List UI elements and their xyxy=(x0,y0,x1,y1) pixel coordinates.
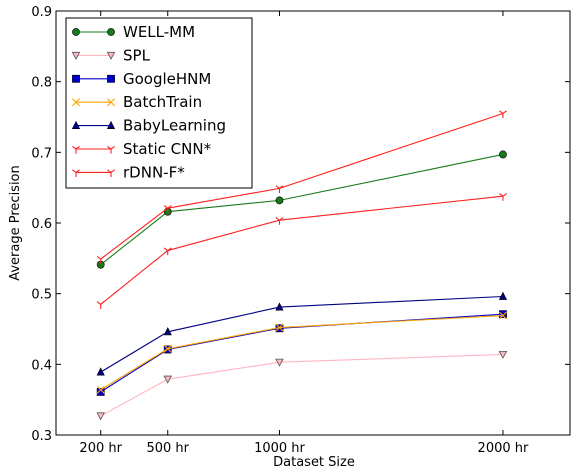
legend-marker xyxy=(71,51,81,60)
legend-item: SPL xyxy=(71,46,151,64)
axes: 0.3 0.4 0.5 0.6 0.7 0.8 0.9 200 hr 500 hr 1000 hr… xyxy=(31,5,571,456)
series-batchtrain xyxy=(96,311,507,394)
data-point xyxy=(163,344,172,353)
legend-label: Static CNN* xyxy=(123,140,212,158)
data-point xyxy=(498,291,508,300)
legend-label: BabyLearning xyxy=(123,117,226,135)
data-point xyxy=(275,323,284,332)
x-tick-label: 500 hr xyxy=(146,441,189,456)
data-point xyxy=(96,367,105,376)
legend-item: BabyLearning xyxy=(71,117,226,135)
legend-item: GoogleHNM xyxy=(72,70,211,88)
y-tick-label: 0.3 xyxy=(31,429,52,444)
data-point xyxy=(275,217,284,225)
data-point xyxy=(275,185,284,193)
series-line xyxy=(100,195,504,305)
legend-label: BatchTrain xyxy=(123,93,202,111)
series-line xyxy=(100,153,504,266)
legend-label: rDNN-F* xyxy=(123,163,185,181)
y-tick-label: 0.6 xyxy=(31,217,52,232)
data-point xyxy=(275,358,284,367)
y-tick-label: 0.4 xyxy=(31,358,52,373)
legend-item: rDNN-F* xyxy=(72,163,185,181)
legend-marker xyxy=(107,28,115,36)
data-point xyxy=(498,350,508,359)
legend-label: WELL-MM xyxy=(123,23,195,41)
x-tick-label: 200 hr xyxy=(79,441,122,456)
data-point xyxy=(499,193,507,201)
data-point xyxy=(499,150,507,159)
legend-item: WELL-MM xyxy=(72,23,195,41)
legend-marker xyxy=(107,169,115,177)
data-point xyxy=(163,375,173,384)
series-rdnn-f xyxy=(96,193,507,309)
legend-item: Static CNN* xyxy=(72,140,212,158)
series-babylearning xyxy=(96,291,508,376)
legend-marker xyxy=(72,169,80,177)
data-point xyxy=(163,247,172,256)
y-tick-label: 0.7 xyxy=(31,146,52,161)
data-point xyxy=(96,385,105,394)
data-point xyxy=(499,310,507,319)
legend-marker xyxy=(72,74,80,83)
legend-marker xyxy=(71,120,81,129)
legend-marker xyxy=(72,145,80,154)
y-tick-label: 0.8 xyxy=(31,76,52,91)
x-tick-label: 1000 hr xyxy=(254,441,305,456)
x-tick-label: 2000 hr xyxy=(478,441,529,456)
data-point xyxy=(96,301,105,309)
series-line xyxy=(100,353,503,417)
data-point xyxy=(275,302,284,311)
data-point xyxy=(96,255,105,264)
series-static-cnn xyxy=(96,110,507,264)
data-point xyxy=(96,387,105,396)
legend-item: BatchTrain xyxy=(72,93,202,111)
data-point xyxy=(163,205,172,213)
y-axis-title: Average Precision xyxy=(8,165,23,281)
legend-marker xyxy=(107,98,115,107)
legend-marker xyxy=(107,145,115,154)
legend-marker xyxy=(72,28,80,36)
y-tick-label: 0.9 xyxy=(31,5,52,20)
legend-marker xyxy=(107,74,115,83)
series-spl xyxy=(96,350,508,421)
series-line xyxy=(100,315,503,391)
legend-label: SPL xyxy=(123,46,151,64)
legend-label: GoogleHNM xyxy=(123,70,211,88)
legend: WELL-MM SPL GoogleHNM BatchTrain BabyLearnin… xyxy=(65,17,253,189)
legend-marker xyxy=(72,98,80,107)
series-line xyxy=(100,295,503,373)
series-line xyxy=(100,112,504,260)
series-group xyxy=(96,110,508,421)
data-point xyxy=(275,196,284,205)
series-googlehnm xyxy=(96,310,507,396)
legend-marker xyxy=(106,51,116,60)
data-point xyxy=(499,110,507,119)
data-point xyxy=(96,412,105,421)
x-axis-title: Dataset Size xyxy=(273,455,355,470)
legend-box xyxy=(65,17,253,189)
y-tick-label: 0.5 xyxy=(31,288,52,303)
legend-marker xyxy=(106,120,116,129)
data-point xyxy=(498,311,507,320)
data-point xyxy=(163,327,172,336)
